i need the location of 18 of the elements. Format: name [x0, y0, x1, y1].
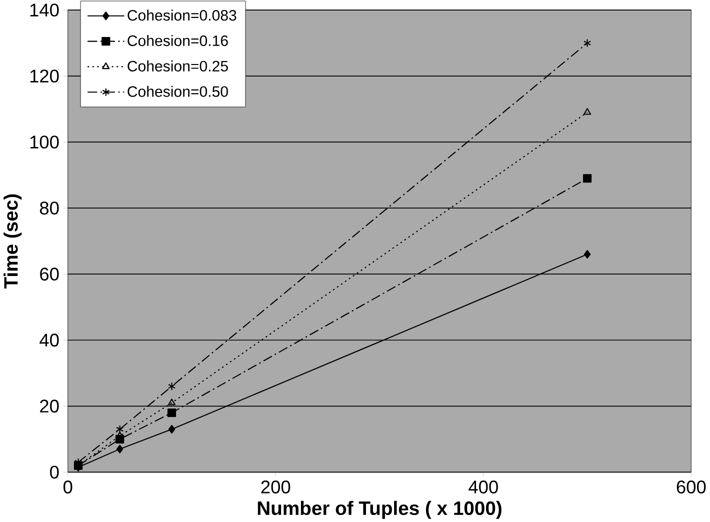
y-tick-label: 120 [30, 69, 59, 82]
y-tick-label: 60 [40, 267, 59, 280]
legend-label: Cohesion=0.50 [128, 86, 228, 97]
x-tick-label: 600 [676, 480, 706, 494]
x-tick-label: 200 [261, 480, 290, 494]
y-tick-label: 20 [40, 399, 59, 412]
y-tick-label: 40 [40, 333, 59, 346]
y-tick-label: 80 [40, 201, 59, 214]
y-tick-label: 140 [30, 3, 59, 16]
y-axis-title: Time (sec) [4, 194, 22, 288]
legend-label: Cohesion=0.083 [128, 9, 236, 20]
legend-label: Cohesion=0.16 [128, 34, 228, 46]
y-tick-label: 100 [30, 135, 59, 148]
x-tick-label: 0 [63, 480, 72, 494]
legend-label: Cohesion=0.25 [128, 60, 228, 72]
y-tick-label: 0 [50, 465, 59, 478]
x-tick-label: 400 [468, 480, 498, 494]
x-axis-title: Number of Tuples ( x 1000) [258, 500, 502, 519]
